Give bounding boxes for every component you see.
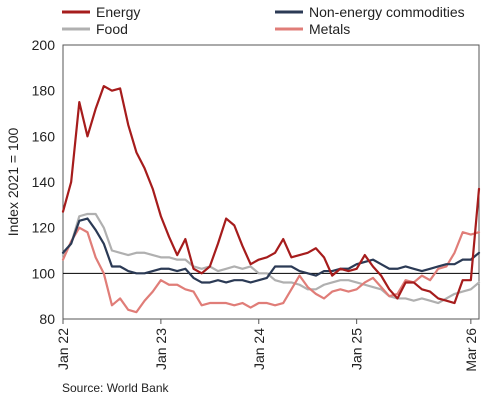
x-axis: Jan 22 Jan 23 Jan 24 Jan 25 Mar 26 [55,319,479,372]
y-tick-label: 180 [32,83,56,99]
legend-item: Food [62,21,128,37]
x-tick-label: Jan 23 [153,328,169,370]
plot-frame [62,44,480,320]
legend-label: Non-energy commodities [309,4,465,20]
y-tick-label: 200 [32,37,56,53]
y-tick-label: 80 [39,311,55,327]
legend-label: Food [96,21,128,37]
series-layer [61,84,481,314]
series-line-non-energy-commodities [61,217,481,284]
y-tick-label: 160 [32,128,56,144]
source-note: Source: World Bank [62,381,169,395]
x-tick-label: Jan 25 [349,328,365,370]
series-line-energy [61,84,481,305]
y-tick-label: 100 [32,265,56,281]
x-tick-label: Mar 26 [463,328,479,372]
legend-label: Metals [309,21,350,37]
legend-label: Energy [96,4,140,20]
y-tick-label: 120 [32,220,56,236]
y-tick-label: 140 [32,174,56,190]
legend-item: Non-energy commodities [275,4,465,20]
legend-item: Energy [62,4,140,20]
x-tick-label: Jan 24 [251,328,267,370]
series-line-food [61,212,481,305]
series-line-metals [61,226,481,314]
x-tick-label: Jan 22 [55,328,71,370]
legend-item: Metals [275,21,350,37]
legend: Energy Non-energy commodities Food Metals [62,4,465,37]
y-axis-label: Index 2021 = 100 [5,127,21,236]
